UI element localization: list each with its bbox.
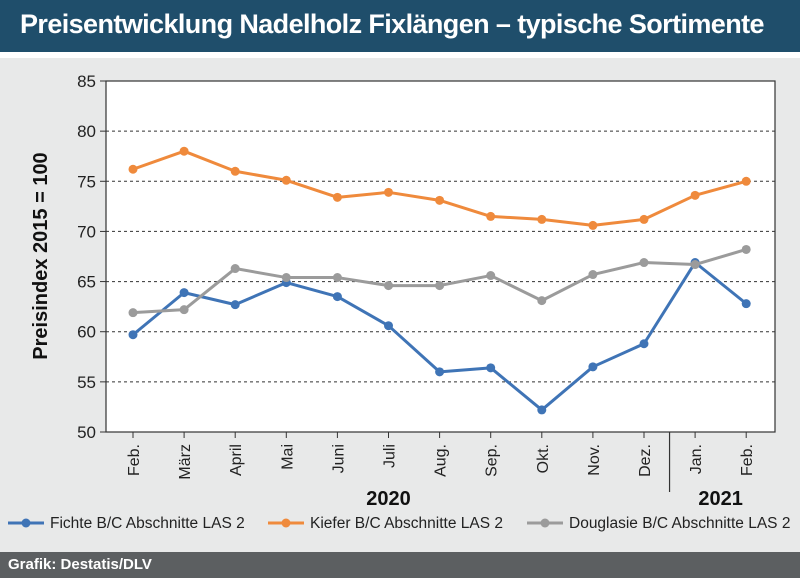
data-point	[537, 214, 547, 224]
y-axis-label: Preisindex 2015 = 100	[30, 152, 52, 359]
y-tick-label: 50	[77, 423, 96, 442]
data-point	[179, 288, 189, 298]
x-tick-label: Juni	[330, 444, 347, 473]
data-point	[588, 270, 598, 280]
legend-swatch-marker	[540, 518, 550, 528]
x-tick-label: Feb.	[126, 444, 143, 476]
data-point	[281, 175, 291, 185]
data-point	[690, 260, 700, 270]
data-point	[332, 273, 342, 283]
x-axis: Feb. März April Mai Juni Juli Aug. Sep. Okt. Nov.…	[126, 432, 756, 510]
source-credit: Grafik: Destatis/DLV	[8, 556, 152, 573]
data-point	[230, 264, 240, 274]
y-tick-label: 85	[77, 72, 96, 91]
data-point	[128, 330, 138, 340]
x-tick-label: Dez.	[637, 444, 654, 477]
x-tick-label: Jan.	[688, 444, 705, 474]
data-point	[741, 244, 751, 254]
x-tick-label: Nov.	[586, 444, 603, 476]
data-point	[230, 300, 240, 310]
data-point	[384, 321, 393, 331]
data-point	[128, 164, 138, 174]
x-tick-label: Aug.	[433, 444, 450, 477]
data-point	[281, 273, 291, 283]
banner-gap	[0, 52, 800, 58]
data-point	[486, 211, 496, 221]
title-banner: Preisentwicklung Nadelholz Fixlängen – t…	[0, 0, 800, 52]
x-tick-label: März	[177, 444, 194, 480]
data-point	[588, 362, 598, 372]
x-tick-label: Feb.	[739, 444, 756, 476]
y-axis-ticks: 50 55 60 65 70 75 80 85	[77, 72, 106, 442]
data-point	[588, 220, 598, 230]
x-tick-label: Juli	[382, 444, 399, 468]
y-tick-label: 65	[77, 273, 96, 292]
plot-area	[106, 81, 775, 432]
footer-bar: Grafik: Destatis/DLV	[0, 552, 800, 578]
data-point	[639, 214, 649, 224]
x-tick-label: Sep.	[484, 444, 501, 477]
data-point	[741, 176, 751, 186]
data-point	[230, 166, 240, 176]
data-point	[179, 305, 189, 315]
data-point	[435, 195, 445, 205]
legend-label: Douglasie B/C Abschnitte LAS 2	[569, 515, 790, 532]
data-point	[486, 363, 496, 373]
data-point	[486, 271, 496, 281]
year-label: 2021	[698, 488, 743, 510]
chart-title: Preisentwicklung Nadelholz Fixlängen – t…	[20, 9, 764, 39]
x-tick-label: April	[228, 444, 245, 476]
data-point	[179, 146, 189, 156]
data-point	[332, 192, 342, 202]
data-point	[384, 281, 393, 291]
grid-lines	[105, 80, 776, 433]
series-lines	[128, 146, 751, 415]
data-point	[639, 258, 649, 268]
data-point	[690, 190, 700, 200]
y-tick-label: 60	[77, 323, 96, 342]
data-point	[741, 299, 751, 309]
data-point	[537, 405, 547, 415]
year-label: 2020	[366, 488, 411, 510]
x-tick-label: Mai	[279, 444, 296, 470]
legend-label: Fichte B/C Abschnitte LAS 2	[50, 515, 245, 532]
y-tick-label: 55	[77, 373, 96, 392]
y-tick-label: 70	[77, 222, 96, 241]
data-point	[332, 292, 342, 302]
legend-swatch-marker	[21, 518, 31, 528]
data-point	[435, 367, 445, 377]
data-point	[128, 308, 138, 318]
legend: Fichte B/C Abschnitte LAS 2 Kiefer B/C Ab…	[8, 515, 790, 532]
data-point	[537, 296, 547, 306]
legend-label: Kiefer B/C Abschnitte LAS 2	[310, 515, 503, 532]
y-tick-label: 75	[77, 172, 96, 191]
x-tick-label: Okt.	[535, 444, 552, 473]
data-point	[435, 281, 445, 291]
plot-border	[105, 80, 776, 433]
legend-swatch-marker	[281, 518, 291, 528]
y-tick-label: 80	[77, 122, 96, 141]
data-point	[384, 187, 393, 197]
data-point	[639, 339, 649, 349]
